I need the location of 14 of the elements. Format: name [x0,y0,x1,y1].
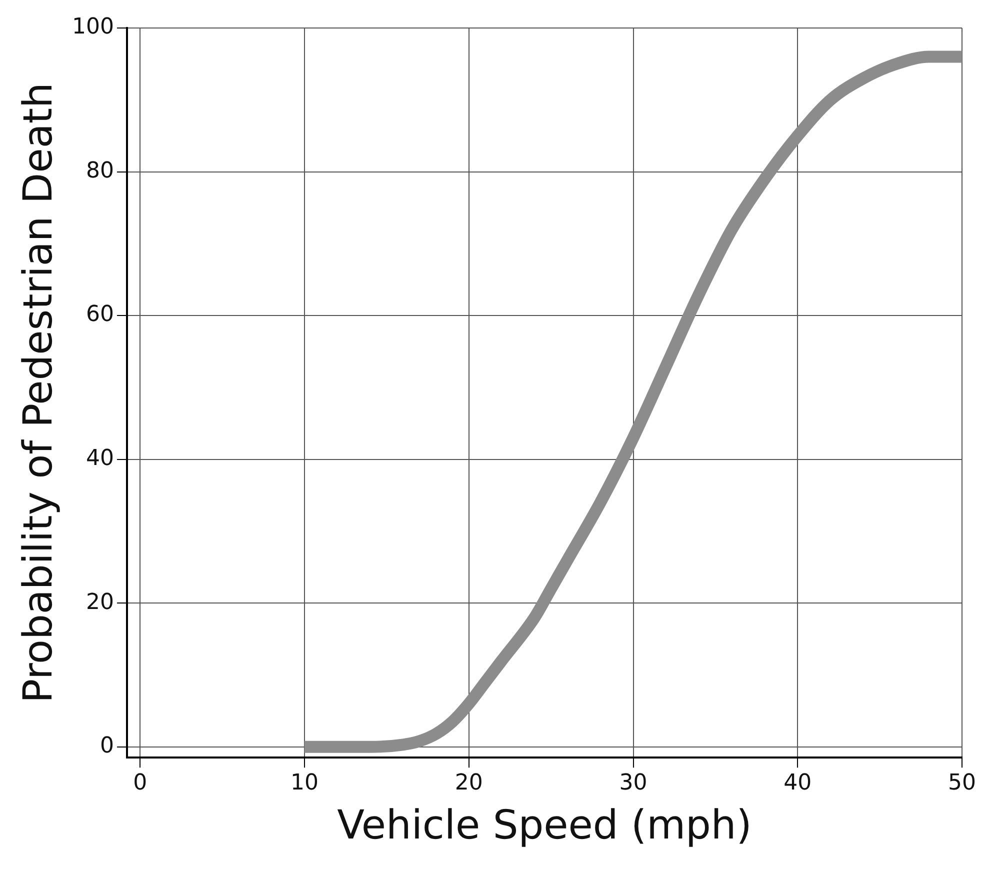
x-tick-label: 50 [948,770,976,796]
y-axis-title: Probability of Pedestrian Death [15,82,62,703]
y-tick-label: 60 [86,302,114,328]
x-tick-label: 20 [454,770,483,796]
y-tick-label: 40 [86,446,114,472]
x-tick-label: 40 [784,770,812,796]
y-tick-label: 100 [72,14,114,40]
y-tick-label: 80 [86,158,114,184]
x-axis-title: Vehicle Speed (mph) [337,802,752,848]
x-tick-label: 10 [290,770,319,796]
y-tick-label: 0 [100,734,114,759]
y-tick-label: 20 [86,590,114,615]
x-tick-label: 0 [133,770,148,796]
x-tick-label: 30 [619,770,648,796]
